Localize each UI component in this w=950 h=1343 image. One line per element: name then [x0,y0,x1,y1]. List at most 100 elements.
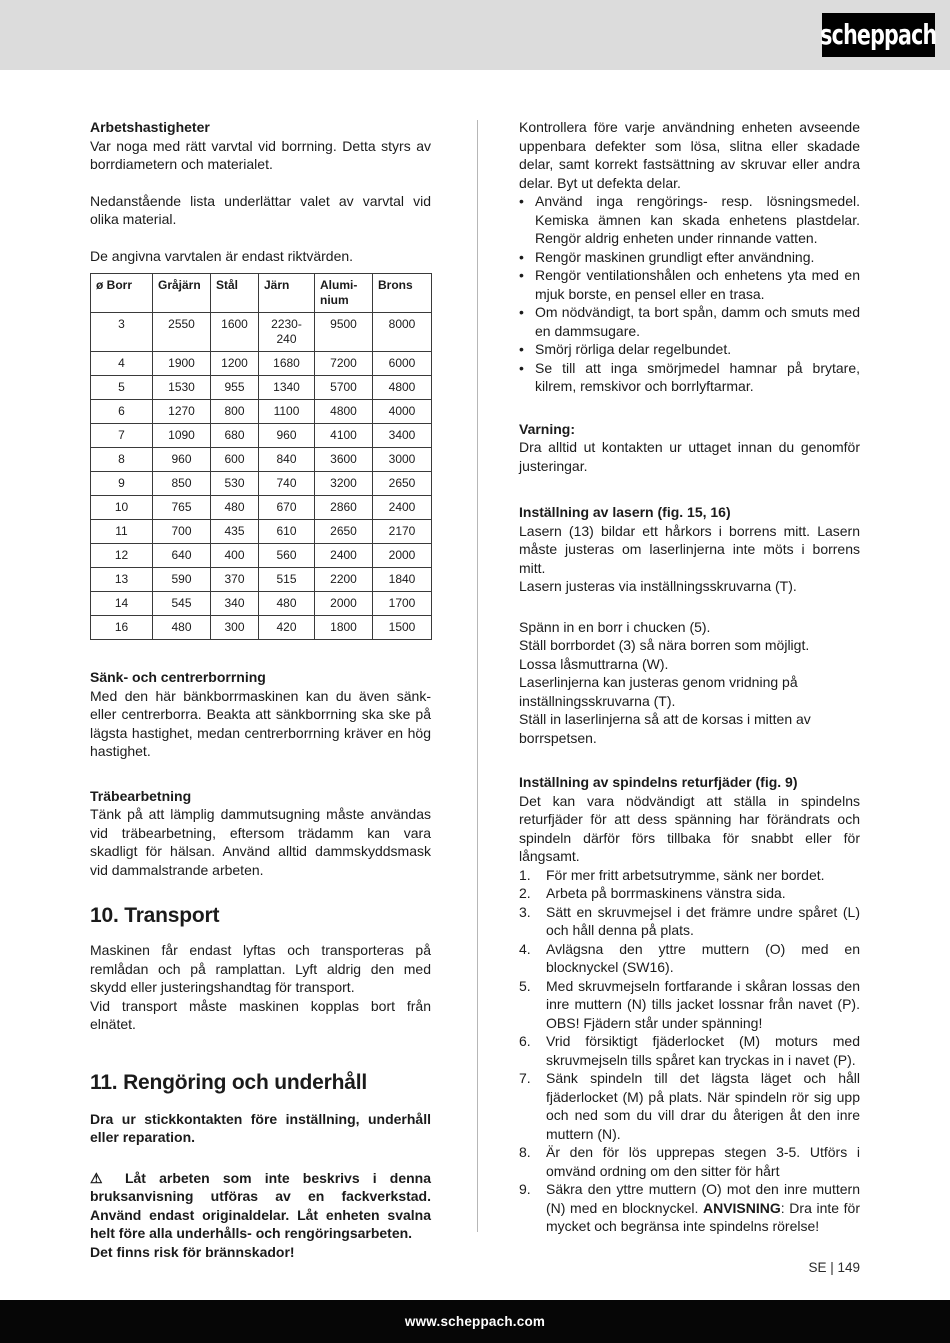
step-number: 5. [519,977,531,994]
speed-table-header-cell: Järn [258,273,315,313]
speed-table-header-cell: Alumi-nium [314,273,373,313]
laser-step-line: Ställ borrbordet (3) så nära borren som … [519,637,810,653]
speed-table-cell: 1100 [258,399,315,424]
speed-table-row: 10 765 480 670 2860 2400 [90,495,432,520]
step-number: 3. [519,903,531,920]
step-text: Är den för lös upprepas stegen 3-5. Utfö… [546,1144,860,1179]
speed-table-cell: 1840 [372,567,432,592]
laser-step-line: Ställ in laserlinjerna så att de korsas … [519,711,811,746]
speed-table-cell: 1530 [152,375,211,400]
speed-table-cell: 5700 [314,375,373,400]
speed-table-cell: 1800 [314,615,373,640]
speed-table-cell: 2230-240 [258,312,315,352]
speed-table-cell: 3 [90,312,153,352]
footer-bar: www.scheppach.com [0,1300,950,1343]
speed-table-cell: 2650 [314,519,373,544]
heading-woodworking: Träbearbetning [90,787,192,804]
speed-table-body: 3 2550 1600 2230-240 9500 8000 4 1900 1200 1680 72… [90,312,432,640]
paragraph: Dra alltid ut kontakten ur uttaget innan… [519,439,860,474]
bullet-icon: • [519,267,524,283]
step-number: 1. [519,866,531,883]
bullet-icon: • [519,359,524,376]
bullet-item: • Använd inga rengörings- resp. lösningsm… [519,192,860,248]
speed-table-cell: 7 [90,423,153,448]
paragraph: Var noga med rätt varvtal vid borrning. … [90,137,431,173]
scheppach-logo-text: scheppach [820,19,937,51]
speed-table-cell: 5 [90,375,153,400]
speed-table-cell: 850 [152,471,211,496]
step-text: Med skruvmejseln fortfarande i skåran lo… [546,977,860,1031]
speed-table-cell: 9500 [314,312,373,352]
speed-table-cell: 1340 [258,375,315,400]
drill-speed-table: ø Borr Gråjärn Stål Järn Alumi-nium Brons 3 25… [90,273,432,640]
speed-table-cell: 7200 [314,351,373,376]
speed-table-cell: 4 [90,351,153,376]
step-number: 7. [519,1070,531,1086]
step-text: Sätt en skruvmejsel i det främre undre s… [546,903,860,939]
speed-table-cell: 4800 [372,375,432,400]
speed-table-cell: 4000 [372,399,432,424]
speed-table-cell: 12 [90,543,153,568]
speed-table-head-row: ø Borr Gråjärn Stål Järn Alumi-nium Brons [90,273,432,313]
bullet-text: Använd inga rengörings- resp. lösningsme… [535,193,860,246]
right-column: Kontrollera före varje användning enhete… [519,118,860,1236]
bullet-text: Om nödvändigt, ta bort spån, damm och sm… [535,304,860,339]
column-divider [477,120,478,1232]
numbered-step: 4. Avlägsna den yttre muttern (O) med en … [519,940,860,977]
speed-table-cell: 1500 [372,615,432,640]
speed-table-cell: 2000 [372,543,432,568]
speed-table-cell: 400 [210,543,259,568]
speed-table-row: 11 700 435 610 2650 2170 [90,519,432,544]
speed-table-header-cell: ø Borr [90,273,153,313]
speed-table-cell: 1700 [372,591,432,616]
speed-table-cell: 340 [210,591,259,616]
bullet-icon: • [519,193,524,209]
speed-table-cell: 590 [152,567,211,592]
speed-table-cell: 6 [90,399,153,424]
scheppach-logo: scheppach [820,13,937,57]
speed-table-cell: 960 [152,447,211,472]
speed-table-cell: 2200 [314,567,373,592]
numbered-step: 8. Är den för lös upprepas stegen 3-5. Ut… [519,1143,860,1180]
bold-paragraph: Det finns risk för brännskador! [90,1243,295,1260]
heading-work-speeds: Arbetshastigheter [90,119,210,135]
speed-table-cell: 530 [210,471,259,496]
paragraph: Vid transport måste maskinen kopplas bor… [90,997,431,1033]
speed-table-cell: 1600 [210,312,259,352]
paragraph: Lasern (13) bildar ett hårkors i borrens… [519,522,860,576]
bullet-item: • Rengör maskinen grundligt efter användn… [519,248,860,267]
bullet-icon: • [519,304,524,320]
speed-table-cell: 740 [258,471,315,496]
speed-table-cell: 8000 [372,312,432,352]
speed-table-row: 12 640 400 560 2400 2000 [90,543,432,568]
speed-table-cell: 480 [258,591,315,616]
page-header-band: scheppach [0,0,950,70]
bullet-item: • Smörj rörliga delar regelbundet. [519,340,860,359]
speed-table-cell: 420 [258,615,315,640]
speed-table-cell: 700 [152,519,211,544]
numbered-step: 1. För mer fritt arbetsutrymme, sänk ner … [519,866,860,885]
numbered-step: 2. Arbeta på borrmaskinens vänstra sida. [519,884,860,903]
speed-table-cell: 480 [210,495,259,520]
speed-table-header-cell: Stål [210,273,259,313]
speed-table-cell: 560 [258,543,315,568]
paragraph: Det kan vara nödvändigt att ställa in sp… [519,792,860,865]
heading-countersink: Sänk- och centrerborrning [90,669,266,685]
speed-table-cell: 2000 [314,591,373,616]
bold-paragraph: Dra ur stickkontakten före inställning, … [90,1110,431,1146]
step-text: Vrid försiktigt fjäderlocket (M) moturs … [546,1033,860,1068]
numbered-step: 9. Säkra den yttre muttern (O) mot den in… [519,1180,860,1236]
speed-table-cell: 1270 [152,399,211,424]
speed-table-cell: 11 [90,519,153,544]
laser-steps: Spänn in en borr i chucken (5). Ställ bor… [519,618,860,748]
speed-table-cell: 840 [258,447,315,472]
paragraph: Nedanstående lista underlättar valet av … [90,192,431,228]
heading-return-spring: Inställning av spindelns returfjäder (fi… [519,774,798,790]
speed-table-cell: 2650 [372,471,432,496]
step-text: För mer fritt arbetsutrymme, sänk ner bo… [546,866,825,883]
paragraph: Kontrollera före varje användning enhete… [519,119,860,191]
speed-table-row: 3 2550 1600 2230-240 9500 8000 [90,312,432,352]
bold-warning-paragraph: ⚠ Låt arbeten som inte beskrivs i denna … [90,1169,431,1243]
paragraph: Lasern justeras via inställningsskruvarn… [519,578,797,594]
speed-table-cell: 600 [210,447,259,472]
